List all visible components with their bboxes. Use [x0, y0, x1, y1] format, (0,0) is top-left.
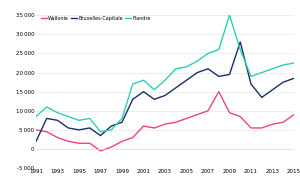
Bruxelles-Capitale	[142, 91, 145, 93]
Line: Flandre: Flandre	[36, 15, 294, 132]
Flandre	[185, 66, 188, 68]
Flandre	[163, 79, 167, 81]
Bruxelles-Capitale	[88, 127, 92, 129]
Bruxelles-Capitale	[67, 127, 70, 129]
Wallonie	[99, 150, 102, 152]
Wallonie	[77, 142, 81, 144]
Flandre	[99, 131, 102, 133]
Flandre	[120, 117, 124, 120]
Flandre	[142, 79, 145, 81]
Flandre	[238, 49, 242, 51]
Wallonie	[174, 121, 178, 123]
Flandre	[281, 64, 285, 66]
Wallonie	[260, 127, 264, 129]
Bruxelles-Capitale	[77, 129, 81, 131]
Wallonie	[88, 142, 92, 144]
Bruxelles-Capitale	[281, 81, 285, 83]
Bruxelles-Capitale	[228, 73, 231, 76]
Flandre	[228, 14, 231, 16]
Bruxelles-Capitale	[152, 98, 156, 100]
Wallonie	[131, 136, 134, 139]
Bruxelles-Capitale	[110, 125, 113, 127]
Flandre	[292, 62, 296, 64]
Wallonie	[281, 121, 285, 123]
Flandre	[67, 115, 70, 118]
Bruxelles-Capitale	[185, 79, 188, 81]
Wallonie	[45, 131, 49, 133]
Wallonie	[185, 117, 188, 120]
Bruxelles-Capitale	[99, 134, 102, 137]
Wallonie	[196, 113, 199, 116]
Flandre	[249, 75, 253, 78]
Flandre	[77, 119, 81, 121]
Wallonie	[228, 112, 231, 114]
Flandre	[110, 129, 113, 131]
Bruxelles-Capitale	[131, 98, 134, 100]
Flandre	[174, 68, 178, 70]
Wallonie	[217, 91, 220, 93]
Legend: Wallonie, Bruxelles-Capitale, Flandre: Wallonie, Bruxelles-Capitale, Flandre	[41, 16, 151, 21]
Flandre	[34, 115, 38, 118]
Bruxelles-Capitale	[196, 71, 199, 74]
Bruxelles-Capitale	[56, 119, 59, 121]
Flandre	[56, 112, 59, 114]
Flandre	[88, 117, 92, 120]
Line: Bruxelles-Capitale: Bruxelles-Capitale	[36, 42, 294, 141]
Bruxelles-Capitale	[206, 68, 210, 70]
Wallonie	[238, 115, 242, 118]
Wallonie	[249, 127, 253, 129]
Wallonie	[292, 113, 296, 116]
Wallonie	[206, 110, 210, 112]
Bruxelles-Capitale	[292, 77, 296, 79]
Wallonie	[56, 136, 59, 139]
Bruxelles-Capitale	[34, 140, 38, 142]
Bruxelles-Capitale	[174, 87, 178, 89]
Flandre	[45, 106, 49, 108]
Bruxelles-Capitale	[260, 96, 264, 99]
Flandre	[196, 60, 199, 62]
Wallonie	[120, 140, 124, 142]
Bruxelles-Capitale	[163, 94, 167, 97]
Bruxelles-Capitale	[271, 89, 274, 91]
Flandre	[152, 89, 156, 91]
Flandre	[271, 68, 274, 70]
Wallonie	[163, 123, 167, 125]
Wallonie	[34, 129, 38, 131]
Bruxelles-Capitale	[120, 121, 124, 123]
Wallonie	[152, 127, 156, 129]
Bruxelles-Capitale	[217, 75, 220, 78]
Bruxelles-Capitale	[238, 41, 242, 43]
Line: Wallonie: Wallonie	[36, 92, 294, 151]
Wallonie	[67, 140, 70, 142]
Bruxelles-Capitale	[45, 117, 49, 120]
Flandre	[217, 49, 220, 51]
Wallonie	[110, 146, 113, 148]
Flandre	[260, 71, 264, 74]
Flandre	[206, 52, 210, 55]
Wallonie	[271, 123, 274, 125]
Bruxelles-Capitale	[249, 83, 253, 85]
Flandre	[131, 83, 134, 85]
Wallonie	[142, 125, 145, 127]
